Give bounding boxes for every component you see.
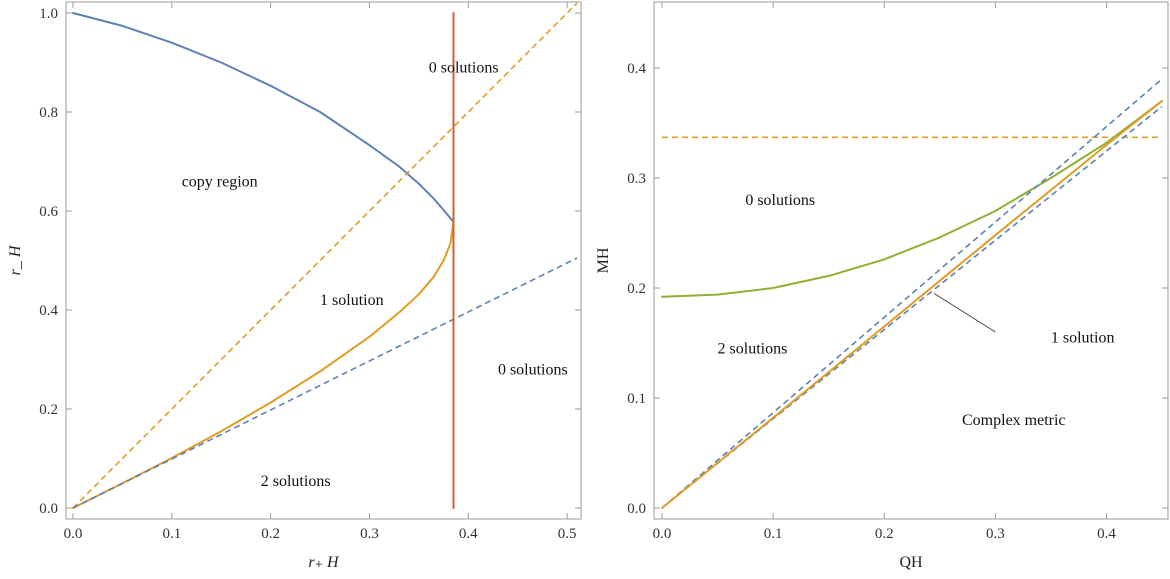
chart-panel-2: 0.0 0.1 0.2 0.3 0.4 0.0 0.1 0.2 0.3 0.4 0 solution…: [595, 1, 1169, 571]
series-line-1: [72, 12, 455, 223]
series-line-5: [661, 100, 1163, 509]
y-tick-label: 0.3: [627, 171, 646, 187]
region-annotation: Complex metric: [962, 412, 1066, 429]
y-tick-label: 0.0: [39, 501, 58, 517]
chart-panel-1: 0.0 0.1 0.2 0.3 0.4 0.5 0.0 0.2 0.4 0.6 0.8 1.0 0 so…: [7, 1, 582, 571]
plot-frame: [653, 1, 1169, 520]
x-tick-label: 0.4: [1097, 526, 1116, 542]
y-axis-label: r_ H: [7, 244, 24, 275]
x-tick-label: 0.1: [764, 526, 783, 542]
y-tick-label: 0.6: [39, 204, 58, 220]
y-tick-label: 0.1: [627, 391, 646, 407]
x-tick-label: 0.4: [459, 526, 478, 542]
y-tick-label: 1.0: [39, 6, 58, 22]
x-tick-label: 0.1: [162, 526, 181, 542]
y-tick-label: 0.4: [627, 61, 646, 77]
y-tick-label: 0.2: [627, 281, 646, 297]
x-tick-label: 0.0: [64, 526, 83, 542]
x-tick-label: 0.2: [261, 526, 280, 542]
y-axis-label: MH: [595, 247, 612, 273]
series-line-2: [72, 220, 455, 509]
x-tick-label: 0.3: [360, 526, 379, 542]
annotation-pointer: [933, 293, 996, 333]
y-tick-label: 0.4: [39, 303, 58, 319]
x-axis-label: r₊ H: [308, 554, 340, 571]
region-annotation: 0 solutions: [745, 192, 815, 209]
region-annotation: copy region: [182, 173, 258, 190]
y-tick-label: 0.2: [39, 402, 58, 418]
series-line-4: [661, 105, 1163, 509]
series-line-3: [72, 2, 578, 509]
x-axis-label: QH: [899, 554, 923, 571]
x-tick-label: 0.5: [558, 526, 577, 542]
y-tick-label: 0.0: [627, 501, 646, 517]
region-annotation: 1 solution: [1051, 330, 1115, 347]
plot-frame: [65, 1, 582, 520]
x-tick-label: 0.3: [986, 526, 1005, 542]
region-annotation: 0 solutions: [498, 361, 568, 378]
series-line-3: [661, 78, 1163, 509]
x-tick-label: 0.0: [653, 526, 672, 542]
region-annotation: 1 solution: [320, 292, 384, 309]
region-annotation: 2 solutions: [718, 341, 788, 358]
region-annotation: 2 solutions: [261, 473, 331, 490]
y-tick-label: 0.8: [39, 105, 58, 121]
series-line-2: [661, 100, 1163, 298]
region-annotation: 0 solutions: [429, 59, 499, 76]
series-line-4: [72, 257, 578, 509]
x-tick-label: 0.2: [875, 526, 894, 542]
